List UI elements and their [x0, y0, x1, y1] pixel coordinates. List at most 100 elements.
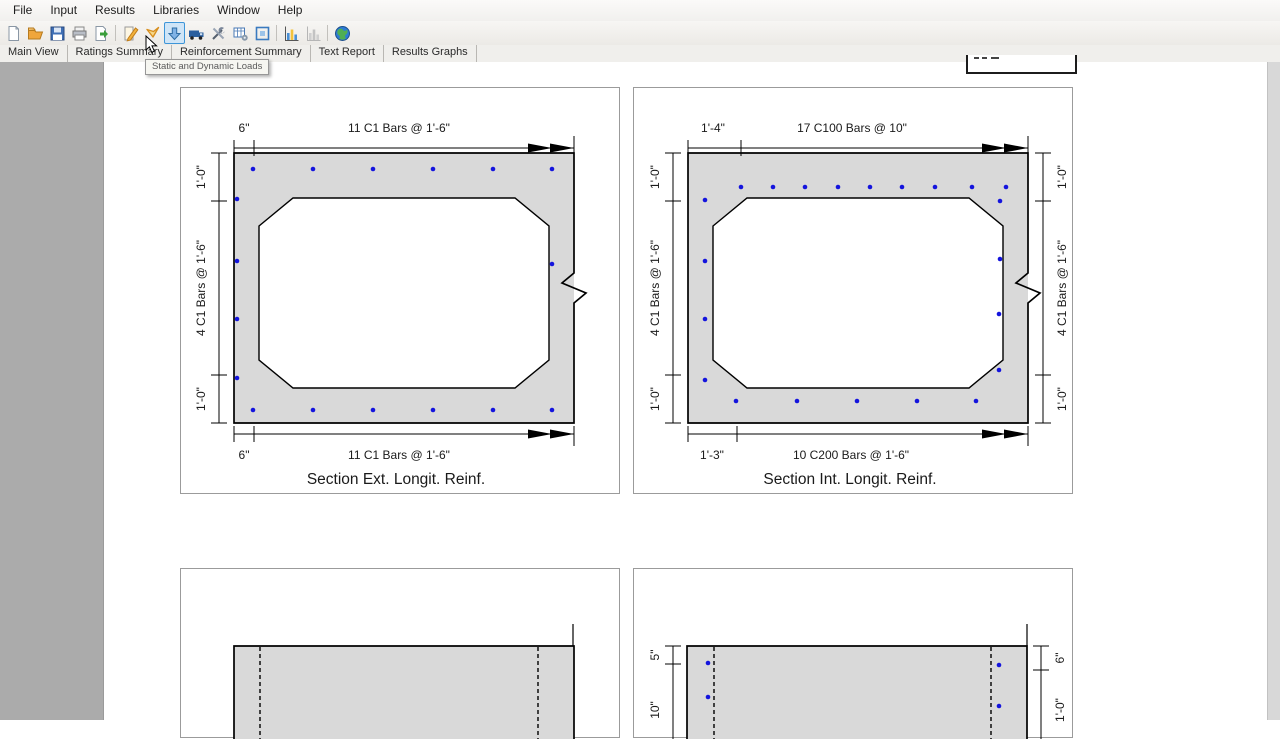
tab-main-view[interactable]: Main View: [0, 45, 68, 62]
dim-label: 6": [239, 121, 250, 135]
partial-drawing-frame: [966, 55, 1077, 74]
plan-left-drawing: [233, 624, 575, 739]
dim-label: 1'-0": [648, 165, 662, 189]
tab-text-report[interactable]: Text Report: [311, 45, 384, 62]
open-file-button[interactable]: [25, 22, 46, 44]
right-dimension: 6" 1'-0": [1033, 645, 1067, 739]
save-button[interactable]: [47, 22, 68, 44]
document-area: 6" 11 C1 Bars @ 1'-6" 6" 11 C1 Bars @ 1'…: [0, 55, 1280, 739]
window-chrome: File Input Results Libraries Window Help: [0, 0, 1280, 64]
results-chart-icon: [284, 26, 298, 41]
toolbar-separator: [327, 25, 328, 41]
new-file-button[interactable]: [3, 22, 24, 44]
drawing-caption: Section Ext. Longit. Reinf.: [307, 471, 485, 488]
rebar-dots: [234, 166, 555, 413]
dim-label: 4 C1 Bars @ 1'-6": [194, 240, 208, 336]
print-button[interactable]: [69, 22, 90, 44]
dim-label: 6": [1053, 653, 1067, 664]
toolbar: [0, 21, 1280, 45]
globe-icon: [334, 25, 350, 41]
concrete-slab: [234, 646, 574, 739]
dim-label: 11 C1 Bars @ 1'-6": [348, 448, 450, 462]
slab-outline: [686, 645, 1028, 739]
dim-label: 1'-0": [1053, 698, 1067, 722]
left-dimension: 1'-0" 4 C1 Bars @ 1'-6" 1'-0": [648, 152, 681, 424]
static-dynamic-loads-button[interactable]: [163, 22, 185, 44]
drawing-caption: Section Int. Longit. Reinf.: [763, 471, 936, 488]
dim-label: 1'-0": [194, 165, 208, 189]
left-dimension: 1'-0" 4 C1 Bars @ 1'-6" 1'-0": [194, 152, 227, 424]
static-dynamic-loads-icon: [167, 27, 181, 40]
bottom-dimension: 6" 11 C1 Bars @ 1'-6": [233, 426, 575, 462]
dim-label: 5": [648, 650, 662, 661]
settings-table-button[interactable]: [230, 22, 251, 44]
sheet-plan-left: [180, 568, 620, 739]
menu-bar: File Input Results Libraries Window Help: [0, 0, 1280, 21]
dim-label: 1'-3": [700, 448, 724, 462]
slab-outline: [233, 645, 575, 739]
section-ext-drawing: 6" 11 C1 Bars @ 1'-6" 6" 11 C1 Bars @ 1'…: [194, 121, 588, 488]
left-gutter: [0, 62, 104, 720]
vehicle-button[interactable]: [186, 22, 207, 44]
tooltip: Static and Dynamic Loads: [145, 59, 270, 75]
dim-label: 6": [239, 448, 250, 462]
cell-opening: [712, 197, 1004, 389]
dim-label: 4 C1 Bars @ 1'-6": [1055, 240, 1069, 336]
tab-reinforcement-summary[interactable]: Reinforcement Summary: [172, 45, 311, 62]
rebar-dots: [705, 660, 1002, 709]
orange-arrow-button[interactable]: [142, 22, 163, 44]
edit-document-button[interactable]: [120, 22, 141, 44]
section-outline-with-break: [233, 152, 588, 424]
open-file-icon: [27, 27, 43, 39]
vertical-scrollbar[interactable]: [1267, 62, 1280, 720]
globe-button[interactable]: [332, 22, 353, 44]
dim-label: 10 C200 Bars @ 1'-6": [793, 448, 909, 462]
tab-ratings-summary[interactable]: Ratings Summary: [68, 45, 172, 62]
menu-help[interactable]: Help: [277, 3, 303, 17]
top-dimension: 1'-4" 17 C100 Bars @ 10": [687, 121, 1029, 156]
toolbar-separator: [276, 25, 277, 41]
edit-document-icon: [124, 26, 138, 41]
dim-label: 11 C1 Bars @ 1'-6": [348, 121, 450, 135]
left-dimension: 5" 10": [648, 645, 681, 739]
new-file-icon: [8, 25, 19, 41]
menu-results[interactable]: Results: [95, 3, 136, 17]
results-chart-button[interactable]: [281, 22, 302, 44]
view-tabs: Main View Ratings Summary Reinforcement …: [0, 45, 1280, 64]
right-dimension: 1'-0" 4 C1 Bars @ 1'-6" 1'-0": [1035, 152, 1069, 424]
dim-label: 1'-0": [648, 387, 662, 411]
results-chart-disabled-icon: [306, 26, 320, 41]
export-file-icon: [95, 25, 108, 41]
sheet-plan-right: 5" 10" 6" 1'-0": [633, 568, 1073, 739]
section-int-drawing: 1'-4" 17 C100 Bars @ 10" 1'-3" 10 C200 B…: [648, 121, 1069, 488]
plan-right-drawing: 5" 10" 6" 1'-0": [648, 624, 1067, 739]
tools-button[interactable]: [208, 22, 229, 44]
cell-opening: [258, 197, 550, 389]
dim-label: 10": [648, 701, 662, 719]
fit-view-icon: [255, 26, 269, 40]
dim-label: 1'-0": [194, 387, 208, 411]
dim-label: 1'-0": [1055, 387, 1069, 411]
menu-libraries[interactable]: Libraries: [153, 3, 200, 17]
menu-window[interactable]: Window: [217, 3, 260, 17]
dim-label: 17 C100 Bars @ 10": [797, 121, 907, 135]
menu-file[interactable]: File: [13, 3, 33, 17]
sheet-section-int: 1'-4" 17 C100 Bars @ 10" 1'-3" 10 C200 B…: [633, 87, 1073, 494]
rebar-dots: [702, 184, 1009, 404]
toolbar-separator: [115, 25, 116, 41]
top-dimension: 6" 11 C1 Bars @ 1'-6": [233, 121, 575, 156]
orange-arrow-icon: [145, 26, 159, 38]
menu-input[interactable]: Input: [50, 3, 78, 17]
tab-results-graphs[interactable]: Results Graphs: [384, 45, 477, 62]
print-icon: [72, 26, 86, 40]
export-button[interactable]: [91, 22, 112, 44]
mouse-cursor: [145, 35, 158, 53]
dim-label: 4 C1 Bars @ 1'-6": [648, 240, 662, 336]
section-outline-with-break: [687, 152, 1042, 424]
results-chart-disabled-button[interactable]: [303, 22, 324, 44]
fit-view-button[interactable]: [252, 22, 273, 44]
bottom-dimension: 1'-3" 10 C200 Bars @ 1'-6": [687, 426, 1029, 462]
sheet-section-ext: 6" 11 C1 Bars @ 1'-6" 6" 11 C1 Bars @ 1'…: [180, 87, 620, 494]
concrete-slab: [687, 646, 1027, 739]
dim-label: 1'-4": [701, 121, 725, 135]
